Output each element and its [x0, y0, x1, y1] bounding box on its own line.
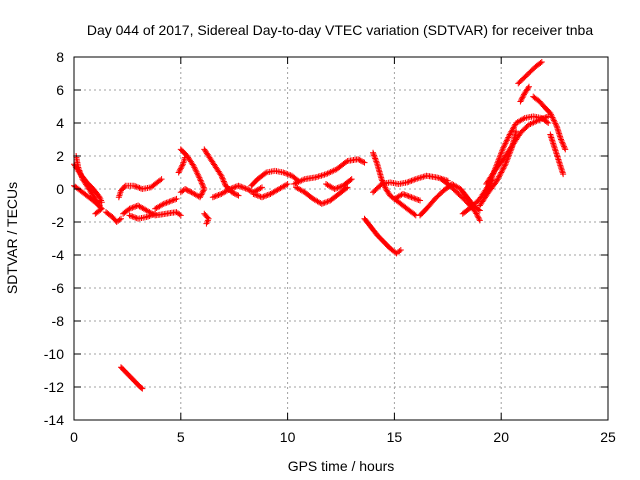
data-track — [370, 172, 451, 196]
y-tick-label: 8 — [56, 49, 64, 65]
x-tick-label: 5 — [177, 429, 185, 445]
y-tick-label: -8 — [52, 313, 65, 329]
data-track — [209, 182, 265, 201]
data-track — [103, 209, 124, 225]
x-tick-label: 15 — [387, 429, 403, 445]
y-tick-label: -6 — [52, 280, 65, 296]
y-tick-label: -10 — [44, 346, 64, 362]
y-tick-label: 0 — [56, 181, 64, 197]
data-track — [530, 93, 569, 153]
x-tick-label: 20 — [493, 429, 509, 445]
y-axis-label: SDTVAR / TECUs — [4, 182, 20, 294]
data-track — [547, 131, 567, 178]
data-track — [201, 210, 212, 227]
x-axis-label: GPS time / hours — [288, 458, 395, 474]
chart-title: Day 044 of 2017, Sidereal Day-to-day VTE… — [87, 22, 594, 38]
data-track — [391, 190, 424, 204]
data-track — [517, 83, 532, 105]
data-track — [177, 146, 208, 201]
data-track — [248, 167, 302, 189]
data-track — [117, 364, 146, 392]
data-track — [126, 210, 159, 222]
data-track — [293, 184, 351, 207]
x-tick-label: 25 — [600, 429, 616, 445]
data-track — [476, 128, 520, 209]
y-tick-label: -2 — [52, 214, 65, 230]
data-track — [152, 195, 180, 212]
y-tick-label: 4 — [56, 115, 64, 131]
plot-frame — [73, 56, 609, 421]
data-track — [370, 149, 419, 219]
x-tick-label: 0 — [70, 429, 78, 445]
data-track — [250, 181, 291, 201]
data-track — [361, 215, 404, 257]
y-tick-label: -12 — [44, 379, 64, 395]
data-track — [291, 156, 368, 188]
data-track — [483, 113, 552, 188]
data-track — [115, 176, 165, 201]
x-tick-label: 10 — [280, 429, 296, 445]
axis-ticks: -14 -12 -10 -8 -6 -4 -2 0 2 4 6 8 0 5 10 15 20 25 — [44, 49, 616, 445]
data-track — [175, 154, 189, 176]
y-tick-label: -4 — [52, 247, 65, 263]
y-tick-label: 2 — [56, 148, 64, 164]
grid-lines — [74, 57, 608, 420]
data-track — [323, 176, 355, 192]
data-track — [515, 58, 545, 87]
y-tick-label: -14 — [44, 412, 64, 428]
y-tick-label: 6 — [56, 82, 64, 98]
